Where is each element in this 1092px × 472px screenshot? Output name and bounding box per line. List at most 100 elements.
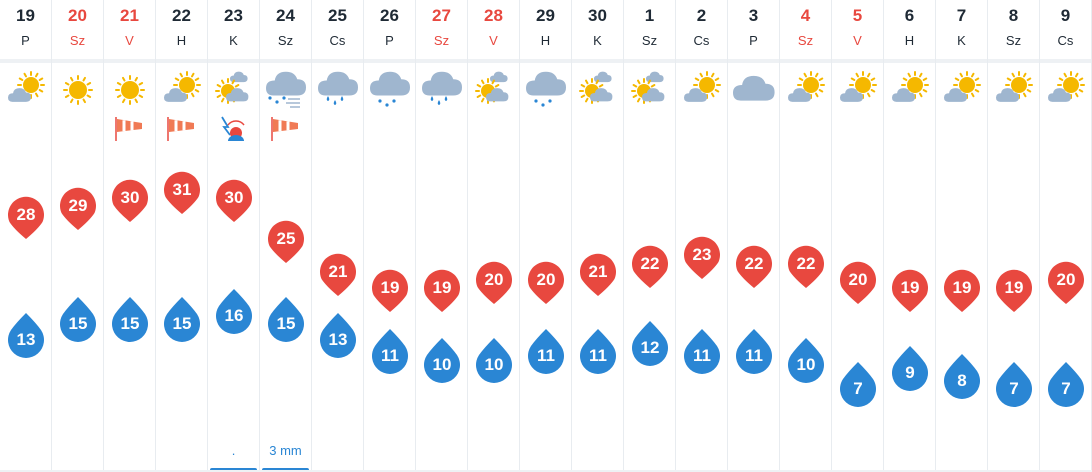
max-temp-label: 19 bbox=[952, 278, 972, 297]
day-column[interactable]: 7 K 19 8 bbox=[936, 0, 988, 472]
day-column[interactable]: 20 Sz 29 15 bbox=[52, 0, 104, 472]
min-marker-shape bbox=[632, 321, 668, 367]
max-temp-marker: 22 bbox=[630, 244, 670, 290]
day-column[interactable]: 29 H 20 11 bbox=[520, 0, 572, 472]
partly-cloudy-icon bbox=[579, 71, 613, 104]
partly-cloudy-icon bbox=[215, 71, 249, 104]
min-marker-shape bbox=[788, 337, 824, 383]
max-marker-shape bbox=[216, 179, 252, 223]
day-column[interactable]: 8 Sz 19 7 bbox=[988, 0, 1040, 472]
day-column[interactable]: 2 Cs 23 11 bbox=[676, 0, 728, 472]
day-name: H bbox=[176, 33, 187, 48]
partly-cloudy-icon bbox=[475, 71, 509, 104]
min-marker-shape bbox=[1048, 362, 1084, 407]
min-temp-label: 7 bbox=[853, 379, 863, 398]
sun-behind-cloud-icon bbox=[944, 71, 981, 102]
day-column[interactable]: 4 Sz 22 10 bbox=[780, 0, 832, 472]
min-temp-label: 11 bbox=[589, 346, 607, 366]
day-column[interactable]: 3 P 22 11 bbox=[728, 0, 780, 472]
min-temp-label: 10 bbox=[432, 354, 452, 374]
day-name: Sz bbox=[433, 33, 450, 48]
min-temp-label: 11 bbox=[381, 346, 399, 366]
min-marker-shape bbox=[372, 329, 408, 375]
cloud-icon bbox=[733, 75, 775, 101]
min-temp-marker: 11 bbox=[734, 329, 774, 375]
min-temp-marker: 7 bbox=[838, 362, 878, 408]
max-marker-shape bbox=[1048, 261, 1084, 304]
header-divider bbox=[1040, 59, 1091, 63]
day-column[interactable]: 9 Cs 20 7 bbox=[1040, 0, 1092, 472]
cloud-shape bbox=[422, 71, 462, 96]
min-marker-shape bbox=[8, 313, 44, 358]
sun-behind-cloud-icon bbox=[996, 71, 1033, 102]
max-temp-label: 20 bbox=[484, 269, 504, 289]
day-date: 8 bbox=[1008, 6, 1019, 25]
day-name: Cs bbox=[693, 33, 710, 48]
min-temp-marker: 15 bbox=[266, 296, 306, 343]
day-column[interactable]: 25 Cs 21 13 bbox=[312, 0, 364, 472]
cloud-shape bbox=[226, 88, 249, 102]
cloud-shape bbox=[646, 71, 664, 83]
max-marker-shape bbox=[476, 261, 512, 304]
precipitation-label: 3 mm bbox=[269, 443, 302, 458]
max-marker-shape bbox=[580, 253, 616, 296]
min-temp-label: 11 bbox=[693, 346, 711, 366]
day-name: Sz bbox=[797, 33, 814, 48]
header-divider bbox=[572, 59, 623, 63]
min-temp-label: 12 bbox=[640, 338, 660, 358]
max-temp-label: 20 bbox=[536, 269, 556, 289]
day-column[interactable]: 22 H 31 15 bbox=[156, 0, 208, 472]
day-date: 7 bbox=[956, 6, 967, 25]
cloud-shape bbox=[370, 71, 410, 96]
min-temp-marker: 11 bbox=[526, 329, 566, 375]
max-marker-shape bbox=[112, 179, 148, 223]
day-column[interactable]: 30 K 21 11 bbox=[572, 0, 624, 472]
day-column[interactable]: 5 V 20 7 bbox=[832, 0, 884, 472]
partly-cloudy-icon bbox=[631, 71, 665, 104]
day-column[interactable]: 28 V 20 10 bbox=[468, 0, 520, 472]
day-column[interactable]: 6 H 19 9 bbox=[884, 0, 936, 472]
header-divider bbox=[312, 59, 363, 63]
max-temp-label: 22 bbox=[640, 253, 660, 273]
header-divider bbox=[832, 59, 883, 63]
windsock-icon bbox=[271, 117, 298, 141]
min-marker-shape bbox=[580, 329, 616, 375]
min-temp-marker: 16 bbox=[214, 288, 254, 335]
max-marker-shape bbox=[632, 245, 668, 288]
max-temp-marker: 28 bbox=[6, 195, 46, 241]
day-name: H bbox=[904, 33, 915, 48]
min-temp-label: 13 bbox=[328, 330, 348, 349]
cloud-shape bbox=[788, 88, 812, 102]
cloud-shape bbox=[944, 88, 968, 102]
day-date: 5 bbox=[852, 6, 863, 25]
min-marker-shape bbox=[424, 337, 460, 383]
max-temp-marker: 23 bbox=[682, 235, 722, 281]
day-column[interactable]: 1 Sz 22 12 bbox=[624, 0, 676, 472]
min-temp-label: 10 bbox=[484, 354, 504, 374]
day-name: Cs bbox=[329, 33, 346, 48]
max-marker-shape bbox=[268, 220, 304, 263]
sun-behind-cloud-icon bbox=[684, 71, 721, 102]
sun-shape bbox=[115, 75, 145, 105]
day-column[interactable]: 26 P 19 11 bbox=[364, 0, 416, 472]
header-divider bbox=[676, 59, 727, 63]
min-temp-label: 7 bbox=[1009, 379, 1019, 398]
day-date: 26 bbox=[380, 6, 399, 25]
min-temp-marker: 8 bbox=[942, 353, 982, 400]
min-marker-shape bbox=[320, 313, 356, 358]
min-temp-label: 15 bbox=[120, 313, 140, 333]
sun-behind-cloud-icon bbox=[788, 71, 825, 102]
precipitation-label: . bbox=[231, 443, 236, 458]
day-column[interactable]: 23 K 30 16. bbox=[208, 0, 260, 472]
min-marker-shape bbox=[60, 296, 96, 342]
light-rain-cloud-icon bbox=[526, 71, 566, 107]
day-column[interactable]: 24 Sz 25 15 3 mm bbox=[260, 0, 312, 472]
max-temp-marker: 19 bbox=[890, 268, 930, 314]
day-column[interactable]: 19 P 28 13 bbox=[0, 0, 52, 472]
day-column[interactable]: 27 Sz 19 10 bbox=[416, 0, 468, 472]
min-marker-shape bbox=[840, 362, 876, 407]
header-divider bbox=[260, 59, 311, 63]
day-column[interactable]: 21 V 30 15 bbox=[104, 0, 156, 472]
cloud-shape bbox=[266, 71, 306, 96]
max-temp-label: 30 bbox=[224, 188, 244, 208]
